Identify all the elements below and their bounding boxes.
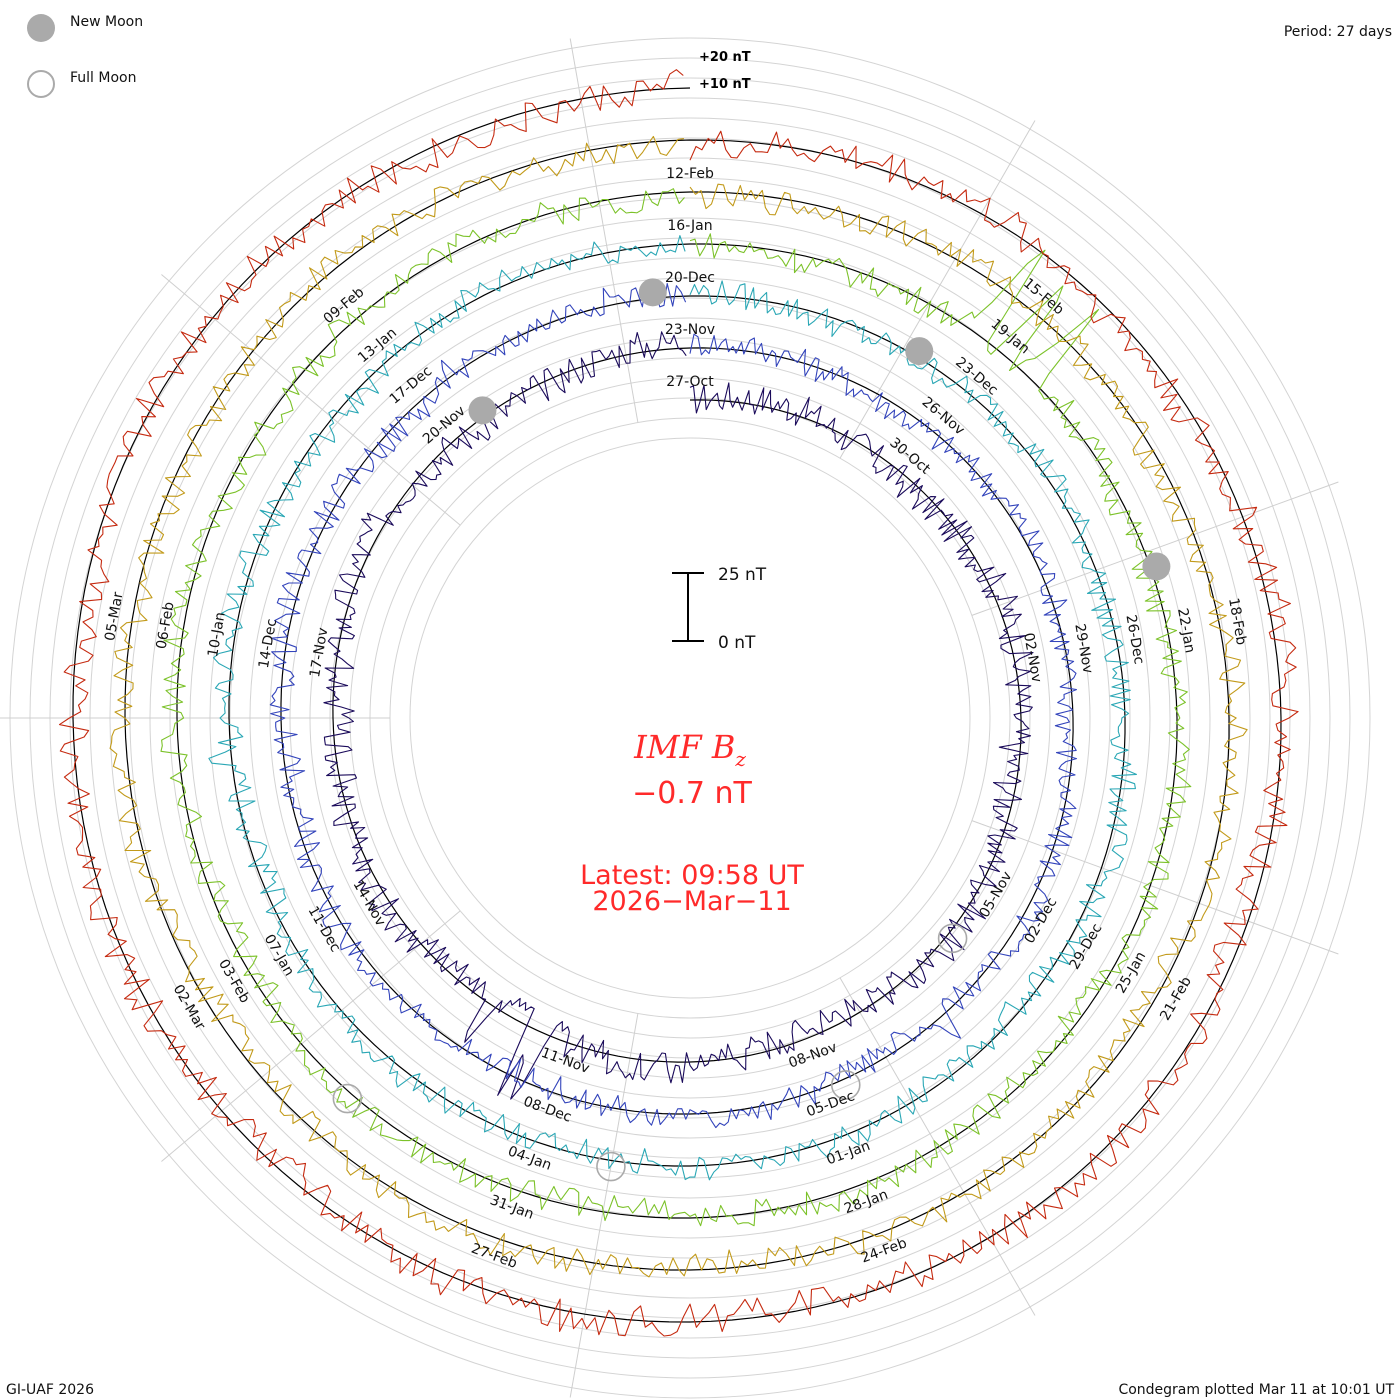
- full-moon-marker: [830, 1070, 861, 1100]
- series-line-5: [109, 135, 1248, 1278]
- footer-plot-time: Condegram plotted Mar 11 at 10:01 UT: [1118, 1382, 1394, 1398]
- grid-ring: [389, 417, 991, 1019]
- date-label: 29-Dec: [1067, 921, 1106, 972]
- new-moon-marker: [468, 396, 497, 425]
- date-label: 02-Dec: [1022, 895, 1061, 946]
- date-label: 27-Oct: [666, 374, 714, 390]
- date-label: 23-Nov: [665, 322, 715, 338]
- date-label: 05-Mar: [102, 591, 126, 643]
- date-label: 17-Dec: [387, 363, 436, 407]
- ring-scale-label-20: +20 nT: [699, 50, 751, 65]
- reading-block: IMF Bz −0.7 nT Latest: 09:58 UT 2026−Mar…: [580, 728, 804, 917]
- date-label: 02-Mar: [170, 982, 209, 1033]
- grid-spoke: [569, 38, 639, 423]
- grid-spoke: [971, 820, 1339, 955]
- date-label: 13-Jan: [355, 325, 400, 366]
- parameter-subscript: z: [734, 747, 746, 771]
- date-label: 05-Dec: [804, 1088, 856, 1120]
- moon-layer: [332, 278, 1171, 1182]
- grid-spoke: [161, 910, 461, 1162]
- date-label: 17-Nov: [307, 626, 331, 678]
- new-moon-legend-icon: [27, 14, 55, 42]
- grid-ring: [369, 397, 1011, 1039]
- date-label: 31-Jan: [488, 1192, 536, 1223]
- date-label: 07-Jan: [261, 932, 297, 979]
- date-label: 28-Jan: [842, 1187, 890, 1218]
- parameter-title: IMF Bz: [633, 728, 746, 771]
- date-label: 01-Jan: [824, 1138, 872, 1169]
- scale-bar-top-label: 25 nT: [718, 565, 767, 585]
- date-label: 27-Feb: [469, 1241, 519, 1272]
- grid-ring: [409, 437, 971, 999]
- date-label: 06-Feb: [154, 601, 178, 651]
- date-label: 24-Feb: [859, 1235, 909, 1266]
- date-label: 05-Nov: [977, 869, 1016, 920]
- series-layer: [58, 69, 1299, 1337]
- series-line-1: [323, 331, 1034, 1100]
- series-line-3: [208, 235, 1137, 1181]
- series-line-2: [269, 282, 1078, 1129]
- ring-scale-label-10: +10 nT: [699, 77, 751, 92]
- parameter-name: IMF B: [633, 728, 735, 766]
- grid-spoke: [569, 1013, 639, 1398]
- full-moon-marker: [332, 1083, 363, 1114]
- date-label: 21-Feb: [1157, 974, 1195, 1023]
- grid-layer: [0, 37, 1371, 1399]
- date-label: 10-Jan: [205, 611, 229, 658]
- full-moon-marker: [596, 1151, 626, 1182]
- scale-bar-bottom-label: 0 nT: [718, 633, 756, 653]
- date-label: 18-Feb: [1225, 597, 1249, 647]
- date-label: 23-Dec: [952, 354, 1001, 398]
- full-moon-legend-label: Full Moon: [70, 70, 137, 86]
- series-line-6: [58, 69, 1299, 1337]
- parameter-value: −0.7 nT: [632, 776, 752, 811]
- date-label: 08-Nov: [786, 1039, 839, 1071]
- new-moon-marker: [905, 337, 934, 366]
- date-label: 15-Feb: [1020, 275, 1067, 318]
- date-label: 26-Nov: [919, 394, 968, 439]
- grid-spoke: [971, 481, 1339, 616]
- date-label: 16-Jan: [667, 218, 712, 234]
- new-moon-marker: [638, 278, 667, 307]
- new-moon-legend-label: New Moon: [70, 14, 144, 30]
- full-moon-marker: [937, 923, 968, 954]
- footer-credit: GI-UAF 2026: [6, 1382, 94, 1398]
- series-line-4: [160, 188, 1192, 1227]
- date-label: 12-Feb: [666, 166, 714, 182]
- grid-spoke: [839, 977, 1036, 1316]
- scale-bar: 25 nT 0 nT: [672, 565, 767, 653]
- latest-time: Latest: 09:58 UT: [580, 860, 804, 891]
- period-label: Period: 27 days: [1283, 24, 1392, 40]
- full-moon-legend-icon: [27, 70, 55, 98]
- latest-date: 2026−Mar−11: [592, 886, 791, 917]
- baseline-spiral: [72, 87, 1282, 1323]
- date-label: 11-Dec: [305, 904, 344, 955]
- new-moon-marker: [1142, 552, 1171, 581]
- date-label: 22-Jan: [1174, 607, 1198, 654]
- grid-ring: [349, 377, 1031, 1059]
- grid-spoke: [161, 274, 461, 526]
- label-layer: 27-Oct30-Oct02-Nov05-Nov08-Nov11-Nov14-N…: [102, 166, 1249, 1272]
- grid-ring: [329, 357, 1051, 1079]
- date-label: 29-Nov: [1071, 622, 1095, 674]
- date-label: 20-Dec: [665, 270, 715, 286]
